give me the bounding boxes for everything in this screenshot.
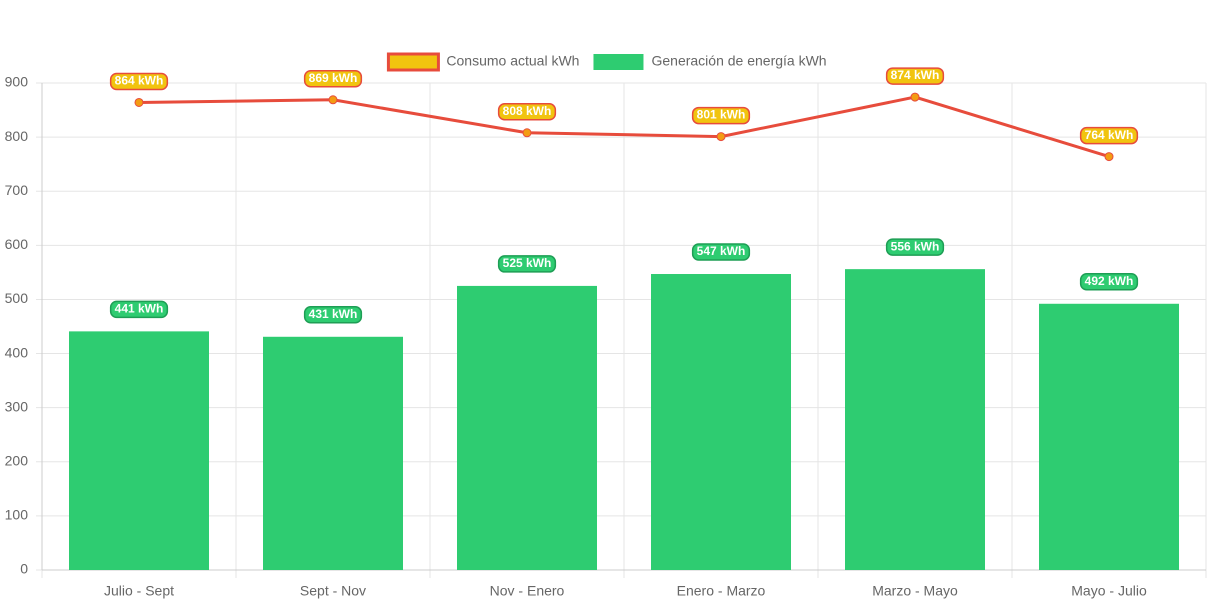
data-label-text: 764 kWh (1085, 128, 1134, 142)
data-label-bg (1079, 126, 1139, 145)
data-label-text: 801 kWh (697, 108, 746, 122)
x-tick-label: Sept - Nov (300, 583, 366, 599)
data-label: 874 kWh (885, 67, 945, 85)
y-tick-label: 0 (20, 561, 28, 577)
legend-label: Generación de energía kWh (651, 53, 826, 69)
point (134, 97, 144, 107)
y-tick-label: 200 (5, 452, 29, 468)
point (910, 92, 920, 102)
data-label-text: 441 kWh (115, 302, 164, 316)
data-label: 808 kWh (497, 103, 557, 121)
data-label: 547 kWh (691, 243, 751, 261)
data-label-bg (303, 70, 363, 88)
data-label-text: 869 kWh (309, 71, 358, 85)
data-label-bg (691, 243, 751, 261)
bar (1039, 303, 1179, 570)
data-label-bg (497, 255, 557, 273)
point (716, 132, 726, 142)
data-label-text: 874 kWh (891, 68, 940, 82)
legend-label: Consumo actual kWh (446, 53, 579, 69)
x-tick-label: Marzo - Mayo (872, 583, 958, 599)
data-label: 556 kWh (885, 238, 945, 256)
point (1104, 152, 1114, 162)
y-tick-label: 700 (5, 182, 29, 198)
x-tick-label: Nov - Enero (490, 583, 565, 599)
line (138, 95, 1110, 159)
data-label-text: 525 kWh (503, 256, 552, 270)
bar (845, 269, 985, 570)
data-label-text: 864 kWh (115, 74, 164, 88)
data-label: 869 kWh (303, 70, 363, 88)
y-tick-label: 500 (5, 290, 29, 306)
data-label-bg (109, 72, 169, 91)
x-tick-label: Julio - Sept (104, 583, 174, 599)
data-label: 764 kWh (1079, 126, 1139, 145)
x-tick-label: Enero - Marzo (677, 583, 766, 599)
bar (263, 336, 403, 570)
point (522, 128, 532, 138)
bar (651, 274, 791, 570)
data-label: 492 kWh (1079, 273, 1139, 291)
data-label-text: 431 kWh (309, 307, 358, 321)
point (328, 95, 338, 105)
x-tick-label: Mayo - Julio (1071, 583, 1147, 599)
legend-swatch (386, 52, 440, 72)
y-tick-label: 900 (5, 74, 29, 90)
data-label-bg (885, 238, 945, 256)
data-label: 441 kWh (109, 300, 169, 319)
data-label-bg (691, 106, 751, 125)
y-tick-label: 100 (5, 507, 29, 523)
data-label-text: 492 kWh (1085, 274, 1134, 288)
bar (69, 331, 209, 570)
y-tick-label: 300 (5, 398, 29, 414)
data-label: 864 kWh (109, 72, 169, 91)
y-tick-label: 800 (5, 128, 29, 144)
data-label-bg (109, 300, 169, 319)
y-tick-label: 400 (5, 344, 29, 360)
data-label: 801 kWh (691, 106, 751, 125)
bar (457, 285, 597, 570)
data-label-bg (303, 306, 363, 324)
y-tick-label: 600 (5, 236, 29, 252)
data-label: 525 kWh (497, 255, 557, 273)
data-label-text: 808 kWh (503, 104, 552, 118)
data-label-bg (1079, 273, 1139, 291)
data-label-bg (497, 103, 557, 121)
data-label-text: 547 kWh (697, 244, 746, 258)
legend-swatch (593, 54, 644, 70)
legend: Consumo actual kWh Generación de energía … (386, 52, 827, 72)
data-label: 431 kWh (303, 306, 363, 324)
data-label-text: 556 kWh (891, 239, 940, 253)
data-label-bg (885, 67, 945, 85)
